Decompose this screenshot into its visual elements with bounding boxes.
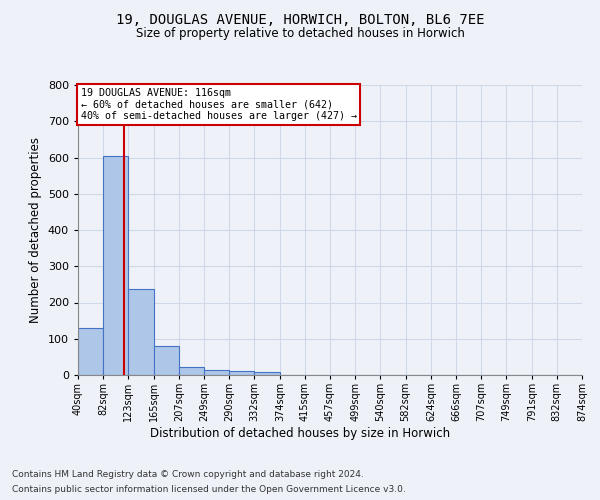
Text: 19, DOUGLAS AVENUE, HORWICH, BOLTON, BL6 7EE: 19, DOUGLAS AVENUE, HORWICH, BOLTON, BL6… [116, 12, 484, 26]
Bar [205, 370, 229, 375]
Bar [179, 367, 205, 375]
Bar [78, 328, 103, 375]
Text: Distribution of detached houses by size in Horwich: Distribution of detached houses by size … [150, 428, 450, 440]
Text: 19 DOUGLAS AVENUE: 116sqm
← 60% of detached houses are smaller (642)
40% of semi: 19 DOUGLAS AVENUE: 116sqm ← 60% of detac… [80, 88, 356, 121]
Bar [128, 288, 154, 375]
Y-axis label: Number of detached properties: Number of detached properties [29, 137, 42, 323]
Bar [229, 372, 254, 375]
Bar [103, 156, 128, 375]
Text: Contains public sector information licensed under the Open Government Licence v3: Contains public sector information licen… [12, 485, 406, 494]
Text: Size of property relative to detached houses in Horwich: Size of property relative to detached ho… [136, 28, 464, 40]
Bar [254, 372, 280, 375]
Text: Contains HM Land Registry data © Crown copyright and database right 2024.: Contains HM Land Registry data © Crown c… [12, 470, 364, 479]
Bar [154, 346, 179, 375]
